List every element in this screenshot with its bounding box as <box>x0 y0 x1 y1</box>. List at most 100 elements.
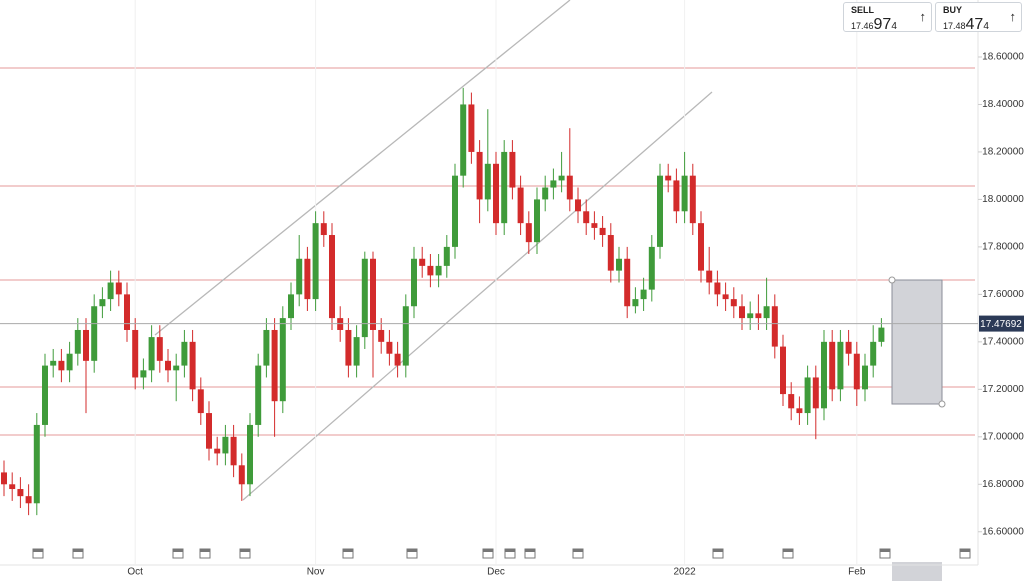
handle[interactable] <box>938 400 946 408</box>
handle[interactable] <box>888 276 896 284</box>
candle-body <box>845 341 852 354</box>
candle-body <box>320 223 327 236</box>
candle-body <box>812 377 819 409</box>
candle-body <box>673 180 680 212</box>
candle-body <box>58 360 65 371</box>
candle-body <box>271 329 278 402</box>
candle-body <box>681 175 688 212</box>
candle-body <box>476 151 483 200</box>
candle-body <box>197 389 204 414</box>
candle-body <box>443 246 450 266</box>
candle-body <box>542 187 549 200</box>
range-axis-mark <box>892 562 942 581</box>
calendar-icon-top <box>880 549 890 552</box>
candle-body <box>878 327 885 342</box>
candle-body <box>714 282 721 295</box>
candle-body <box>566 175 573 200</box>
calendar-icon-top <box>200 549 210 552</box>
trend-line <box>242 91 713 501</box>
candle-body <box>411 258 417 307</box>
candle-body <box>370 258 376 330</box>
candle-body <box>706 270 713 283</box>
candle-body <box>796 408 803 414</box>
calendar-icon-top <box>505 549 515 552</box>
candle-body <box>829 341 836 390</box>
arrow-icon: ↑ <box>1009 9 1017 24</box>
candle-body <box>288 294 294 319</box>
candle-body <box>394 353 401 366</box>
candle-body <box>124 294 130 330</box>
candle-body <box>575 199 581 212</box>
candle-body <box>665 175 672 181</box>
candle-body <box>599 227 606 236</box>
buy-button[interactable]: BUY 17.48474 ↑ <box>935 2 1022 33</box>
calendar-icon-top <box>783 549 793 552</box>
candle-body <box>140 370 147 378</box>
candle-body <box>763 306 770 319</box>
y-tick-label: 18.60000 <box>982 52 1024 63</box>
candle-body <box>173 365 180 371</box>
candle-body <box>115 282 122 295</box>
candle-body <box>509 151 516 188</box>
candle-body <box>402 306 409 366</box>
candle-body <box>222 436 229 454</box>
candle-body <box>755 313 762 319</box>
candle-body <box>862 365 868 390</box>
candle-body <box>550 180 557 188</box>
candle-body <box>607 235 614 271</box>
candle-body <box>427 265 434 276</box>
calendar-icon-top <box>343 549 353 552</box>
price-small: 4 <box>891 21 897 32</box>
candle-body <box>517 187 524 224</box>
candle-body <box>165 360 171 371</box>
candle-body <box>206 413 212 449</box>
current-price-badge <box>979 315 1024 332</box>
candle-body <box>698 223 704 271</box>
candle-body <box>853 353 860 390</box>
candle-body <box>452 175 458 247</box>
candle-body <box>279 318 286 402</box>
candle-body <box>42 365 48 425</box>
calendar-icon-top <box>960 549 970 552</box>
candle-body <box>493 163 499 224</box>
candle-body <box>788 394 795 409</box>
y-tick-label: 17.40000 <box>982 336 1024 347</box>
candle-body <box>74 329 81 354</box>
y-tick-label: 18.00000 <box>982 194 1024 205</box>
candle-body <box>780 346 786 395</box>
sell-button[interactable]: SELL 17.46974 ↑ <box>843 2 932 34</box>
calendar-icon-top <box>173 549 183 552</box>
candle-body <box>534 199 540 243</box>
candle-body <box>747 313 754 319</box>
candle-body <box>91 306 98 361</box>
candle-body <box>837 341 844 390</box>
candle-body <box>353 337 360 366</box>
sell-price: 17.46974 <box>851 16 897 34</box>
x-tick-label: Feb <box>848 567 866 578</box>
candle-body <box>657 175 663 247</box>
candle-body <box>156 337 163 361</box>
calendar-icon-top <box>525 549 535 552</box>
candle-body <box>378 329 385 342</box>
calendar-icon-top <box>73 549 83 552</box>
price-main: 17.48 <box>943 21 966 31</box>
candle-body <box>821 341 827 409</box>
candle-body <box>648 246 655 290</box>
y-tick-label: 17.00000 <box>982 431 1024 442</box>
current-price-label: 17.47692 <box>980 319 1022 330</box>
candle-body <box>460 104 467 176</box>
calendar-icon-top <box>33 549 43 552</box>
y-tick-label: 17.20000 <box>982 384 1024 395</box>
arrow-icon: ↑ <box>919 9 927 24</box>
candle-body <box>99 299 106 307</box>
candle-body <box>739 306 745 319</box>
candle-body <box>386 341 393 354</box>
x-tick-label: 2022 <box>673 567 696 578</box>
y-tick-label: 18.20000 <box>982 147 1024 158</box>
y-tick-label: 18.40000 <box>982 99 1024 110</box>
candle-body <box>329 235 335 319</box>
trend-line <box>154 0 571 336</box>
calendar-icon-top <box>573 549 583 552</box>
candle-body <box>730 299 737 307</box>
